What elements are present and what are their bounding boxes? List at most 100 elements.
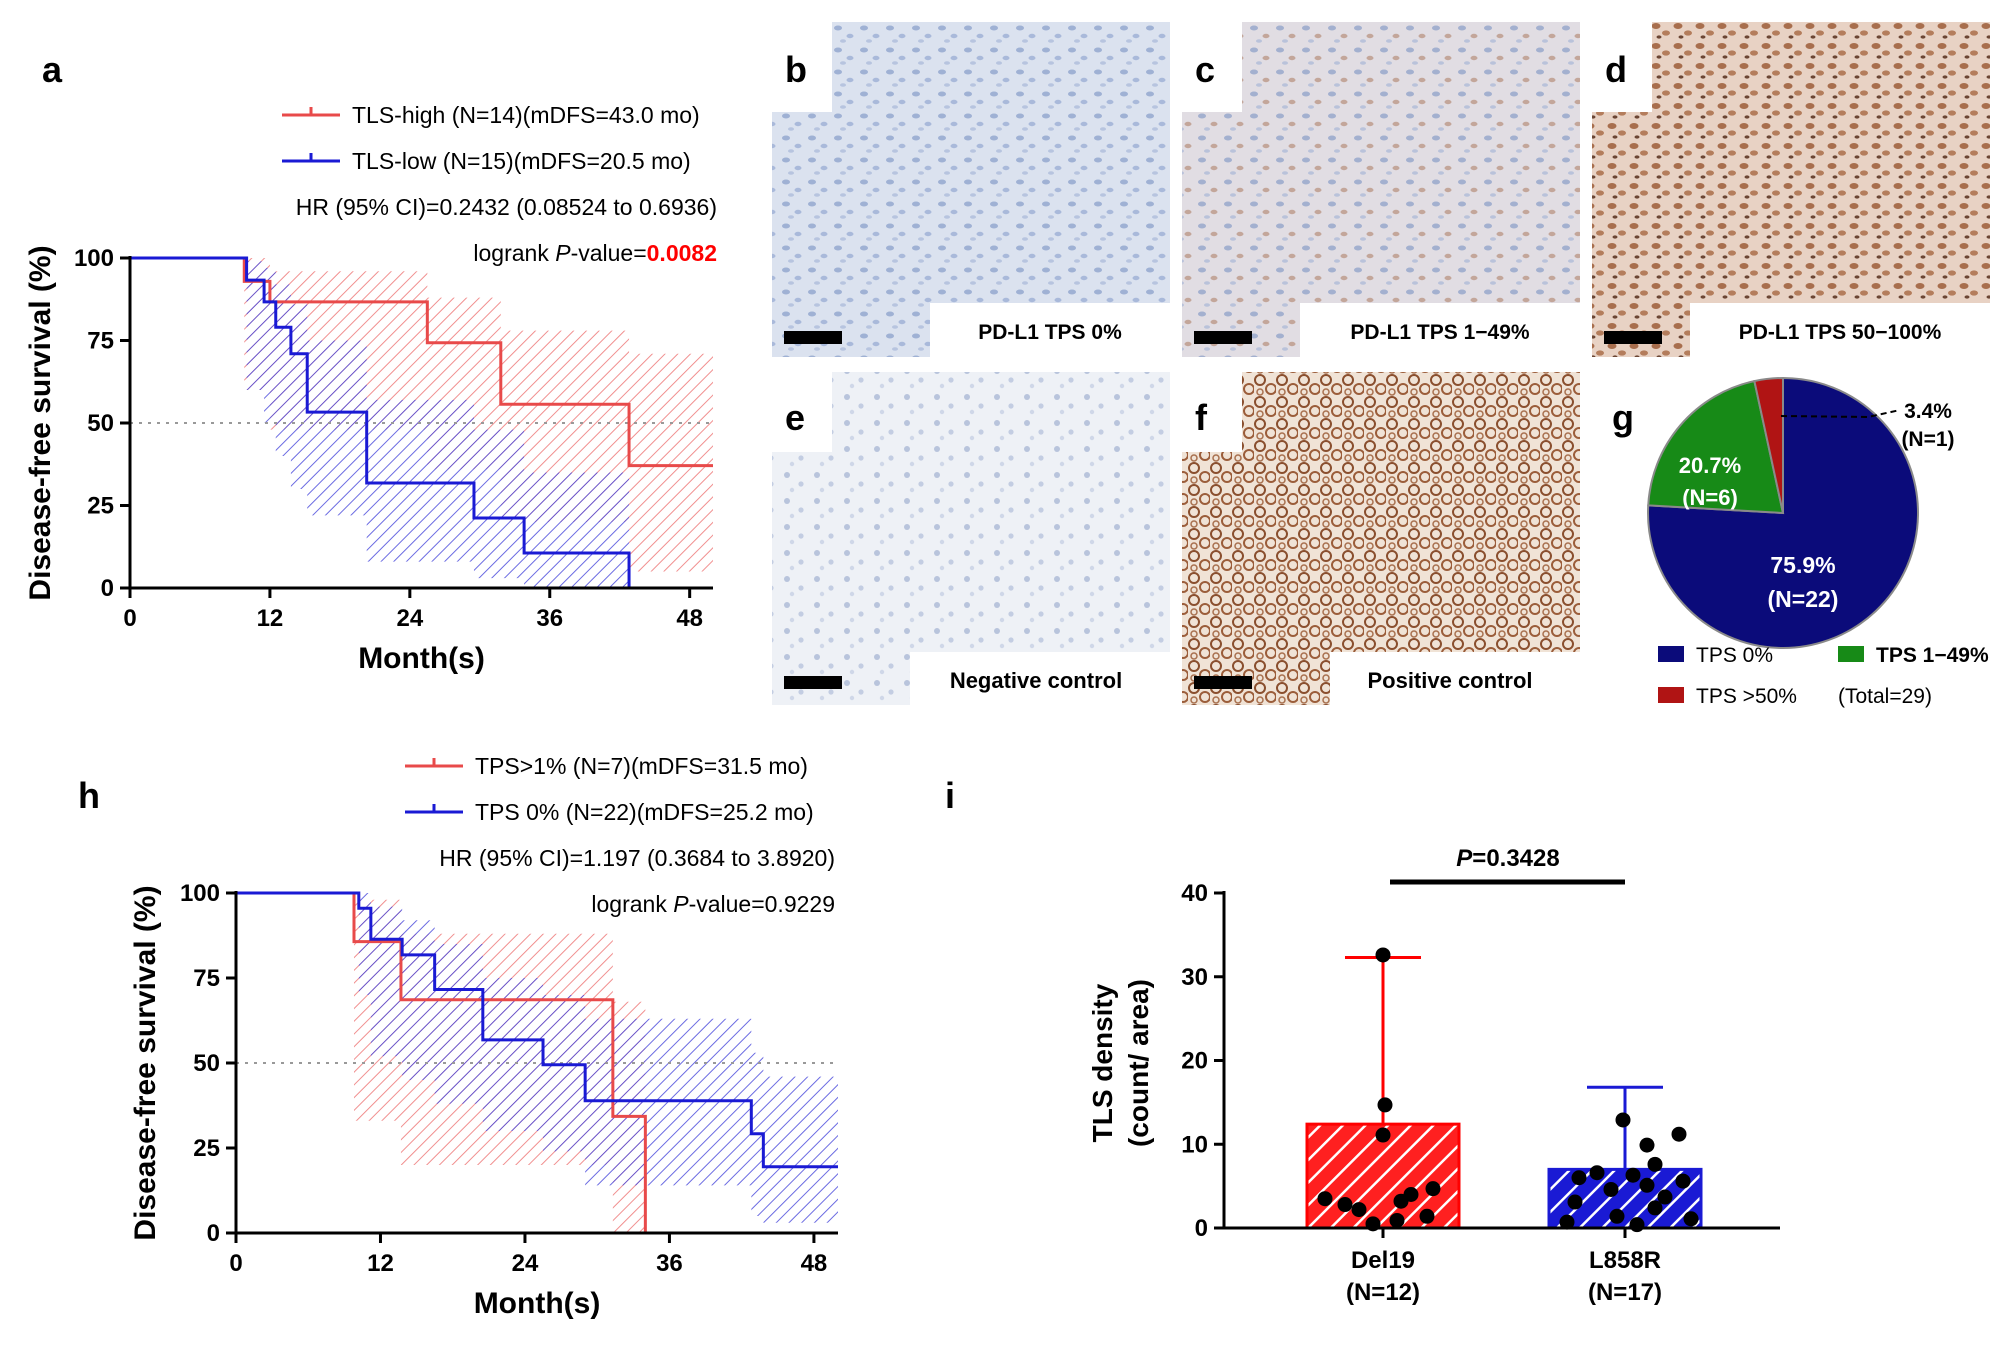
data-point-1-4 bbox=[1589, 1165, 1605, 1181]
data-point-0-5 bbox=[1317, 1191, 1333, 1207]
legend-label-a-0: TLS-high (N=14)(mDFS=43.0 mo) bbox=[352, 102, 700, 128]
panel-label-f: f bbox=[1195, 397, 1208, 438]
pie-legend-label-0: TPS 0% bbox=[1696, 644, 1773, 667]
data-point-1-14 bbox=[1683, 1211, 1699, 1227]
logrank-p-a: P bbox=[555, 240, 571, 266]
chart-g: 75.9% (N=22) 20.7% (N=6) 3.4% (N=1) TPS 0% TPS … bbox=[1647, 376, 1989, 708]
data-point-1-1 bbox=[1671, 1126, 1687, 1142]
x-tick-label-a-0: 0 bbox=[123, 605, 136, 632]
y-tick-label-a-4: 100 bbox=[74, 245, 114, 272]
x-tick-label-a-4: 48 bbox=[676, 605, 703, 632]
chart-i: 0 10 20 30 40 Del19 (N=12) L858R (N=17) TLS densi… bbox=[1087, 845, 1780, 1306]
significance-value: =0.3428 bbox=[1472, 845, 1559, 872]
x-tick-label-h-0: 0 bbox=[229, 1250, 242, 1277]
micrograph-e-image bbox=[772, 372, 1170, 705]
data-point-1-13 bbox=[1609, 1208, 1625, 1224]
x-tick-label-h-1: 12 bbox=[367, 1250, 394, 1277]
micrograph-b: PD-L1 TPS 0% bbox=[772, 22, 1170, 357]
legend-label-h-0: TPS>1% (N=7)(mDFS=31.5 mo) bbox=[475, 753, 808, 779]
panel-label-d: d bbox=[1605, 49, 1627, 90]
pie-legend-swatch-2 bbox=[1658, 687, 1684, 703]
data-point-1-7 bbox=[1675, 1173, 1691, 1189]
pie-label-n-1: (N=6) bbox=[1682, 485, 1738, 510]
pie-label-n-2: (N=1) bbox=[1901, 428, 1954, 451]
caption-e: Negative control bbox=[950, 668, 1122, 693]
y-tick-label-a-3: 75 bbox=[87, 328, 114, 355]
logrank-value-h: 0.9229 bbox=[765, 891, 835, 917]
caption-box-c bbox=[1300, 303, 1580, 357]
logrank-text-a: logrank P-value=0.0082 bbox=[473, 240, 717, 266]
caption-box-e bbox=[910, 652, 1170, 705]
hr-text-a: HR (95% CI)=0.2432 (0.08524 to 0.6936) bbox=[296, 194, 717, 220]
y-axis-label-i-line1: TLS density bbox=[1087, 983, 1118, 1142]
micrograph-d-image bbox=[1592, 22, 1990, 357]
data-point-0-1 bbox=[1377, 1097, 1393, 1113]
logrank-text-h: logrank P-value=0.9229 bbox=[591, 891, 835, 917]
scale-bar-e bbox=[784, 676, 842, 689]
panel-label-b: b bbox=[785, 49, 807, 90]
scale-bar-f bbox=[1194, 676, 1252, 689]
pie-slice-1 bbox=[1647, 379, 1785, 515]
legend-label-h-1: TPS 0% (N=22)(mDFS=25.2 mo) bbox=[475, 799, 814, 825]
chart-a: 0 25 50 75 100 0 12 24 36 48 Month(s) Disease-free … bbox=[24, 102, 717, 675]
data-point-1-5 bbox=[1625, 1167, 1641, 1183]
micrograph-f: Positive control bbox=[1182, 372, 1580, 705]
data-point-0-2 bbox=[1375, 1127, 1391, 1143]
pie-slice-2 bbox=[1753, 376, 1784, 514]
y-tick-label-i-1: 10 bbox=[1181, 1131, 1208, 1158]
series-line-h-1 bbox=[236, 891, 838, 1169]
pie-legend-label-1: TPS 1−49% bbox=[1876, 644, 1989, 667]
pie-legend-swatch-1 bbox=[1838, 646, 1864, 662]
data-point-0-8 bbox=[1351, 1202, 1367, 1218]
data-point-0-9 bbox=[1419, 1208, 1435, 1224]
data-point-0-7 bbox=[1337, 1197, 1353, 1213]
x-tick-label-a-2: 24 bbox=[396, 605, 423, 632]
y-tick-label-i-3: 30 bbox=[1181, 964, 1208, 991]
scale-bar-d bbox=[1604, 331, 1662, 344]
logrank-value-a: 0.0082 bbox=[647, 240, 717, 266]
data-point-1-11 bbox=[1567, 1194, 1583, 1210]
data-point-0-10 bbox=[1389, 1212, 1405, 1228]
legend-label-a-1: TLS-low (N=15)(mDFS=20.5 mo) bbox=[352, 148, 691, 174]
caption-box-f bbox=[1330, 652, 1580, 705]
pie-label-pct-1: 20.7% bbox=[1679, 453, 1741, 478]
caption-c: PD-L1 TPS 1−49% bbox=[1350, 321, 1529, 344]
y-tick-label-h-0: 0 bbox=[207, 1220, 220, 1247]
panel-labels: a b c d e f g h i bbox=[42, 49, 1634, 816]
pie-legend-label-2: TPS >50% bbox=[1696, 685, 1797, 708]
significance-p: P bbox=[1456, 845, 1473, 872]
x-tick-label-h-4: 48 bbox=[801, 1250, 828, 1277]
significance-label: P=0.3428 bbox=[1456, 845, 1559, 872]
logrank-mid-h: -value= bbox=[689, 891, 765, 917]
pie-label-pct-2: 3.4% bbox=[1904, 400, 1952, 423]
caption-d: PD-L1 TPS 50−100% bbox=[1739, 321, 1942, 344]
micrograph-d: PD-L1 TPS 50−100% bbox=[1592, 22, 1990, 357]
ci-band-h-1 bbox=[236, 893, 838, 1223]
hr-text-h: HR (95% CI)=1.197 (0.3684 to 3.8920) bbox=[439, 845, 835, 871]
panel-label-c: c bbox=[1195, 49, 1215, 90]
y-axis-label-a: Disease-free survival (%) bbox=[24, 245, 57, 600]
y-tick-label-h-4: 100 bbox=[180, 880, 220, 907]
data-point-1-16 bbox=[1629, 1217, 1645, 1233]
x-tick-label-h-2: 24 bbox=[512, 1250, 539, 1277]
data-point-0-3 bbox=[1425, 1181, 1441, 1197]
category-count-0: (N=12) bbox=[1346, 1279, 1420, 1306]
panel-label-g: g bbox=[1612, 397, 1634, 438]
y-tick-label-h-3: 75 bbox=[193, 965, 220, 992]
data-point-1-0 bbox=[1615, 1112, 1631, 1128]
pie-total-text: (Total=29) bbox=[1838, 685, 1932, 708]
data-point-1-9 bbox=[1603, 1181, 1619, 1197]
x-axis-label-a: Month(s) bbox=[358, 642, 485, 675]
scale-bar-c bbox=[1194, 331, 1252, 344]
y-tick-label-h-1: 25 bbox=[193, 1135, 220, 1162]
logrank-prefix-a: logrank bbox=[473, 240, 555, 266]
x-tick-label-h-3: 36 bbox=[656, 1250, 683, 1277]
pie-label-pct-0: 75.9% bbox=[1770, 552, 1835, 578]
logrank-p-h: P bbox=[673, 891, 689, 917]
ci-band-a-1 bbox=[130, 258, 630, 588]
data-point-1-15 bbox=[1559, 1214, 1575, 1230]
micrograph-b-image bbox=[772, 22, 1170, 357]
data-point-1-2 bbox=[1639, 1137, 1655, 1153]
y-tick-label-a-1: 25 bbox=[87, 493, 114, 520]
